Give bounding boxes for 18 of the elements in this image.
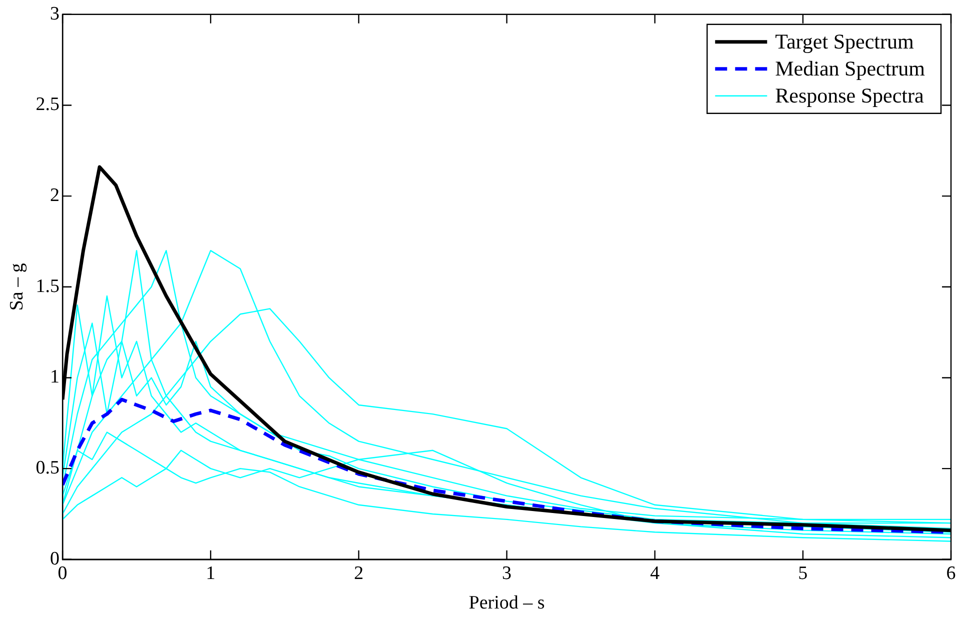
legend-label: Target Spectrum	[775, 29, 914, 54]
x-axis-title: Period – s	[468, 592, 545, 614]
x-tick-label: 1	[206, 562, 216, 584]
y-tick-label: 1	[50, 366, 60, 388]
y-tick-label: 0	[50, 548, 60, 570]
y-tick-label: 1.5	[36, 276, 60, 297]
x-tick-label: 6	[946, 562, 956, 584]
y-tick-label: 2.5	[36, 94, 60, 116]
x-tick-label: 2	[354, 562, 364, 584]
x-tick-label: 3	[502, 562, 512, 584]
legend-label: Response Spectra	[775, 83, 925, 108]
y-axis-title: Sa – g	[6, 262, 28, 311]
x-tick-label: 4	[650, 562, 660, 584]
x-tick-label: 5	[798, 562, 808, 584]
y-tick-label: 2	[50, 185, 60, 206]
y-tick-label: 0.5	[36, 458, 60, 479]
y-tick-label: 3	[50, 3, 60, 24]
legend-label: Median Spectrum	[775, 56, 926, 80]
